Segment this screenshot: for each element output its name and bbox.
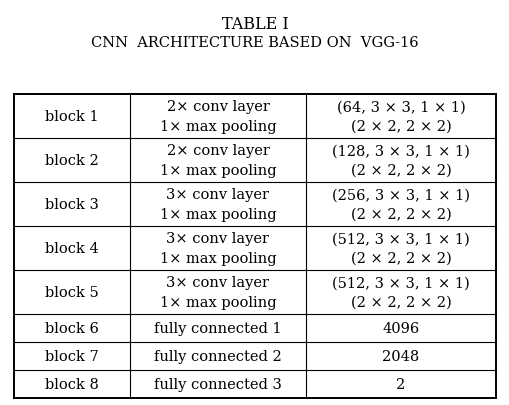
Text: (64, 3 × 3, 1 × 1): (64, 3 × 3, 1 × 1)	[336, 100, 465, 114]
Text: 4096: 4096	[382, 321, 419, 335]
Text: block 3: block 3	[45, 198, 99, 211]
Text: 3× conv layer: 3× conv layer	[166, 232, 269, 246]
Text: (2 × 2, 2 × 2): (2 × 2, 2 × 2)	[350, 119, 450, 133]
Text: 1× max pooling: 1× max pooling	[159, 251, 276, 265]
Text: fully connected 3: fully connected 3	[154, 377, 281, 391]
Text: block 1: block 1	[45, 110, 99, 124]
Text: (512, 3 × 3, 1 × 1): (512, 3 × 3, 1 × 1)	[331, 232, 469, 246]
Text: 1× max pooling: 1× max pooling	[159, 163, 276, 177]
Text: 1× max pooling: 1× max pooling	[159, 119, 276, 133]
Text: block 4: block 4	[45, 241, 99, 256]
Text: fully connected 1: fully connected 1	[154, 321, 281, 335]
Text: 2× conv layer: 2× conv layer	[166, 100, 269, 114]
Text: 2048: 2048	[382, 349, 419, 363]
Text: 2: 2	[395, 377, 405, 391]
Text: (128, 3 × 3, 1 × 1): (128, 3 × 3, 1 × 1)	[331, 144, 469, 158]
Text: (2 × 2, 2 × 2): (2 × 2, 2 × 2)	[350, 207, 450, 221]
Text: block 7: block 7	[45, 349, 99, 363]
Text: (2 × 2, 2 × 2): (2 × 2, 2 × 2)	[350, 163, 450, 177]
Text: (256, 3 × 3, 1 × 1): (256, 3 × 3, 1 × 1)	[331, 188, 469, 202]
Text: (2 × 2, 2 × 2): (2 × 2, 2 × 2)	[350, 251, 450, 265]
Text: TABLE I: TABLE I	[221, 16, 288, 33]
Text: block 2: block 2	[45, 153, 99, 168]
Text: block 6: block 6	[45, 321, 99, 335]
Text: 2× conv layer: 2× conv layer	[166, 144, 269, 158]
Text: 1× max pooling: 1× max pooling	[159, 295, 276, 309]
Text: 1× max pooling: 1× max pooling	[159, 207, 276, 221]
Text: (512, 3 × 3, 1 × 1): (512, 3 × 3, 1 × 1)	[331, 276, 469, 290]
Text: fully connected 2: fully connected 2	[154, 349, 281, 363]
Text: (2 × 2, 2 × 2): (2 × 2, 2 × 2)	[350, 295, 450, 309]
Text: block 8: block 8	[45, 377, 99, 391]
Text: block 5: block 5	[45, 285, 99, 299]
Text: CNN  ARCHITECTURE BASED ON  VGG-16: CNN ARCHITECTURE BASED ON VGG-16	[91, 36, 418, 50]
Text: 3× conv layer: 3× conv layer	[166, 276, 269, 290]
Text: 3× conv layer: 3× conv layer	[166, 188, 269, 202]
